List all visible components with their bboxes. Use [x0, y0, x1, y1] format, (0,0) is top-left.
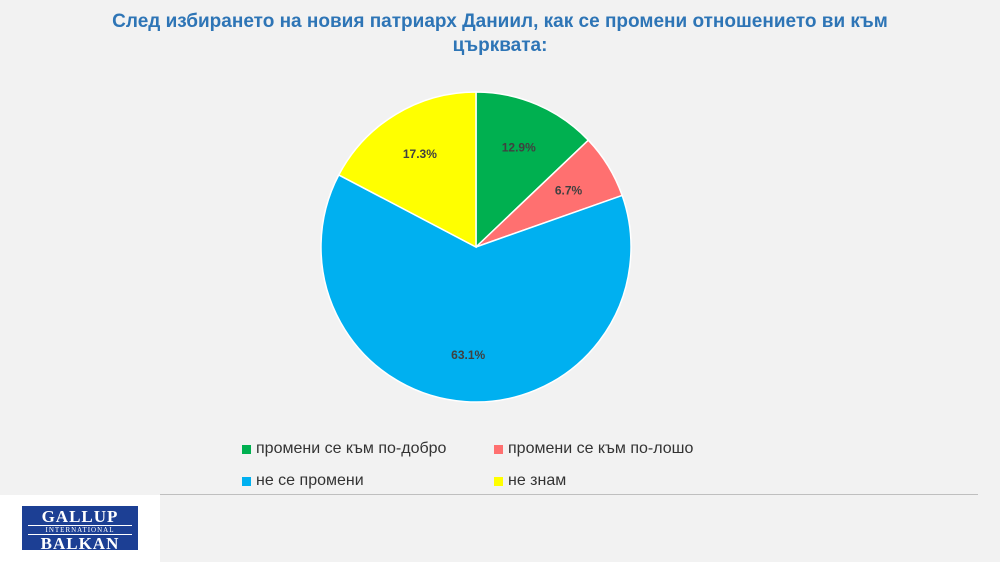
chart-title-line-2: църквата: — [452, 35, 548, 56]
pie-slice-2 — [320, 173, 632, 403]
pie-chart: 12.9% 6.7% 63.1% 17.3% — [320, 91, 632, 403]
pie-data-label-1: 6.7% — [555, 183, 583, 197]
pie-slice-3 — [337, 91, 477, 249]
chart-title-line-1: След избирането на новия патриарх Даниил… — [112, 11, 888, 32]
pie-data-label-3: 17.3% — [403, 147, 437, 161]
pie-slice-0 — [475, 91, 590, 249]
legend-label: не знам — [508, 472, 567, 489]
gallup-balkan-logo: GALLUP INTERNATIONAL BALKAN — [22, 506, 138, 553]
logo-text-middle: INTERNATIONAL — [28, 525, 132, 535]
legend-item-no-change: не се промени — [242, 470, 494, 492]
footer-divider — [160, 494, 978, 495]
pie-data-label-0: 12.9% — [502, 140, 536, 154]
logo-text-bottom: BALKAN — [40, 534, 120, 553]
chart-title: След избирането на новия патриарх Даниил… — [0, 10, 1000, 58]
legend-swatch — [242, 444, 251, 454]
chart-legend: промени се към по-добро промени се към п… — [242, 438, 762, 492]
legend-swatch — [494, 444, 503, 454]
legend-item-worse: промени се към по-лошо — [494, 438, 754, 460]
legend-item-dont-know: не знам — [494, 470, 754, 492]
legend-swatch — [494, 476, 503, 486]
legend-label: промени се към по-лошо — [508, 440, 694, 457]
legend-item-better: промени се към по-добро — [242, 438, 494, 460]
legend-label: не се промени — [256, 472, 364, 489]
logo-text-top: GALLUP — [41, 507, 119, 526]
legend-swatch — [242, 476, 251, 486]
pie-data-label-2: 63.1% — [451, 348, 485, 362]
legend-label: промени се към по-добро — [256, 440, 447, 457]
